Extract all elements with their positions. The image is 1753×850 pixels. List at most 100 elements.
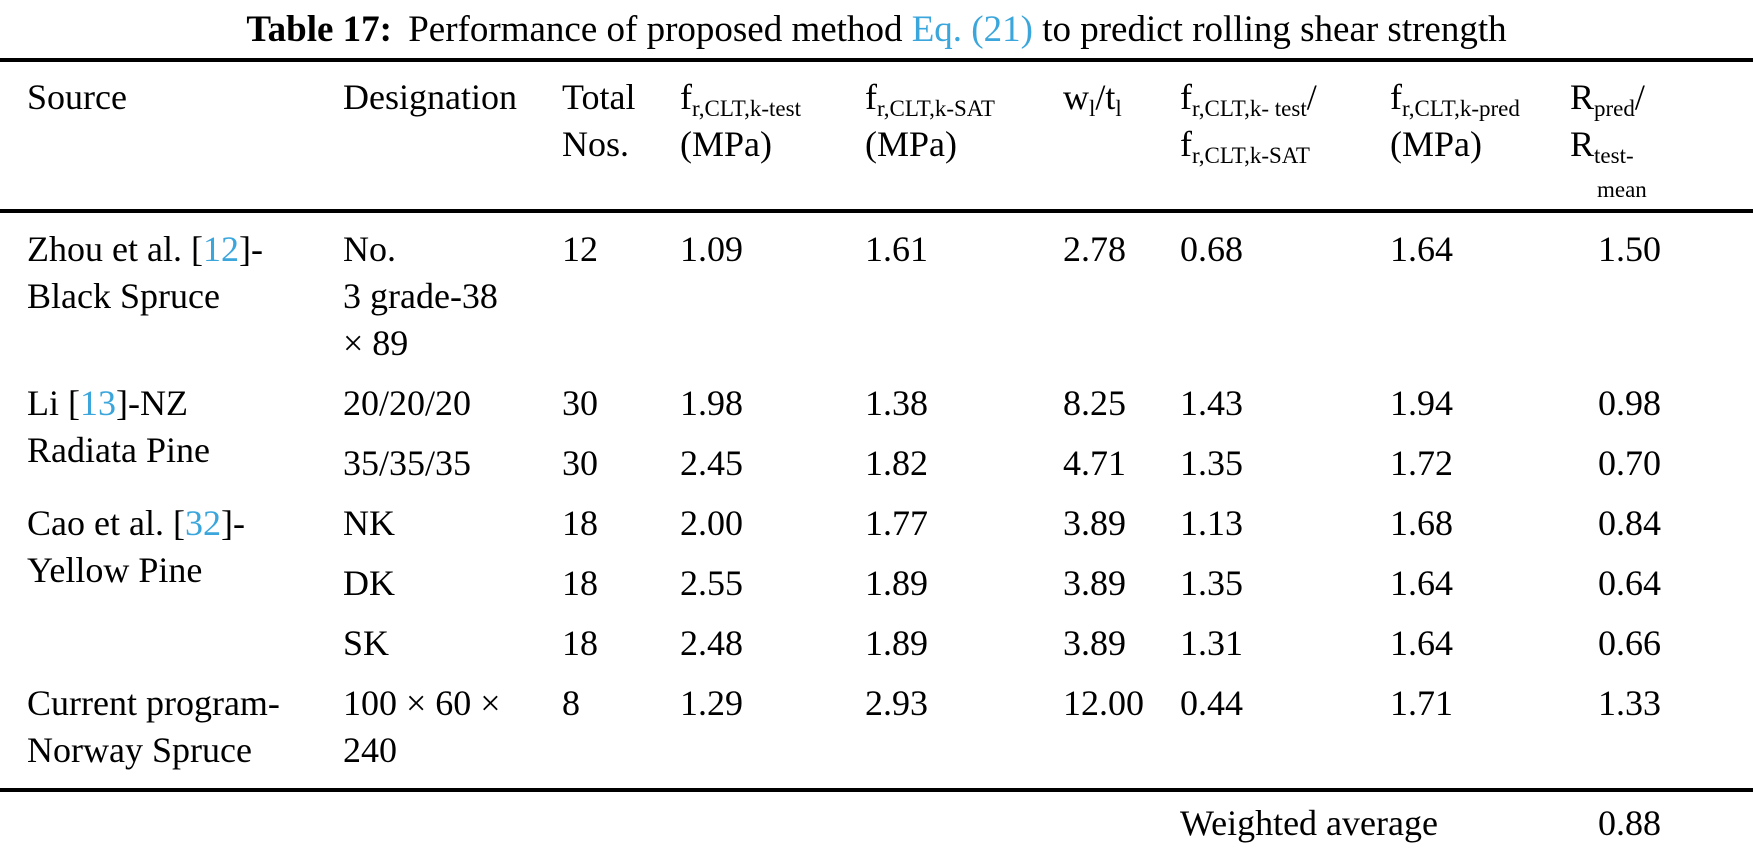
cell-f-sat: 1.61	[865, 229, 928, 269]
cell-designation: 20/20/20	[343, 383, 472, 423]
header-text: Designation	[343, 77, 517, 117]
cell-f-test: 1.09	[680, 229, 743, 269]
cell-f-pred: 1.64	[1390, 563, 1453, 603]
col-header-f-sat: fr,CLT,k-SAT (MPa)	[865, 60, 1063, 213]
source-text: ]- Yellow Pine	[27, 503, 245, 590]
cell-f-pred: 1.64	[1390, 623, 1453, 663]
header-symbol: / f	[1180, 77, 1317, 164]
cell-f-test: 2.00	[680, 503, 743, 543]
cell-r-ratio: 0.84	[1598, 503, 1661, 543]
cell-designation: No. 3 grade-38 × 89	[343, 229, 498, 363]
equation-link[interactable]: Eq. (21)	[911, 9, 1033, 50]
cell-total-nos: 12	[562, 229, 598, 269]
header-symbol: w	[1063, 77, 1089, 117]
cell-designation: 100 × 60 × 240	[343, 683, 501, 770]
header-subscript: l	[1115, 96, 1122, 121]
cell-ratio: 1.31	[1180, 623, 1243, 663]
table-row: 35/35/35 30 2.45 1.82 4.71 1.35 1.72 0.7…	[0, 427, 1753, 487]
header-symbol: f	[680, 77, 692, 117]
cell-total-nos: 18	[562, 503, 598, 543]
col-header-total-nos: Total Nos.	[562, 60, 680, 213]
header-unit: (MPa)	[865, 124, 957, 164]
header-symbol: f	[1180, 77, 1192, 117]
cell-ratio: 1.43	[1180, 383, 1243, 423]
cell-source: Current program- Norway Spruce	[0, 667, 343, 790]
cell-w-t: 4.71	[1063, 443, 1126, 483]
citation-link[interactable]: 32	[184, 503, 221, 543]
table-row: DK 18 2.55 1.89 3.89 1.35 1.64 0.64	[0, 547, 1753, 607]
header-symbol: f	[865, 77, 877, 117]
header-subscript: pred	[1594, 96, 1635, 121]
header-unit: (MPa)	[680, 124, 772, 164]
cell-ratio: 0.68	[1180, 229, 1243, 269]
header-symbol: f	[1390, 77, 1402, 117]
cell-r-ratio: 0.64	[1598, 563, 1661, 603]
cell-f-pred: 1.71	[1390, 683, 1453, 723]
cell-ratio: 1.35	[1180, 563, 1243, 603]
cell-w-t: 8.25	[1063, 383, 1126, 423]
footer-value: 0.88	[1570, 788, 1753, 850]
cell-w-t: 2.78	[1063, 229, 1126, 269]
cell-ratio: 1.35	[1180, 443, 1243, 483]
cell-r-ratio: 0.98	[1598, 383, 1661, 423]
col-header-source: Source	[0, 60, 343, 213]
cell-r-ratio: 0.70	[1598, 443, 1661, 483]
cell-source: Cao et al. [32]- Yellow Pine	[0, 487, 343, 667]
citation-link[interactable]: 12	[202, 229, 239, 269]
cell-designation: DK	[343, 563, 395, 603]
cell-f-sat: 2.93	[865, 683, 928, 723]
cell-source: Li [13]-NZ Radiata Pine	[0, 367, 343, 487]
cell-f-sat: 1.89	[865, 563, 928, 603]
cell-r-ratio: 1.33	[1598, 683, 1661, 723]
cell-r-ratio: 1.50	[1598, 229, 1661, 269]
cell-f-test: 1.98	[680, 383, 743, 423]
footer-label: Weighted average	[1180, 788, 1570, 850]
col-header-w-t-ratio: wl/tl	[1063, 60, 1180, 213]
cell-total-nos: 18	[562, 563, 598, 603]
cell-f-pred: 1.64	[1390, 229, 1453, 269]
cell-f-sat: 1.89	[865, 623, 928, 663]
source-text: Cao et al. [	[27, 503, 185, 543]
cell-f-sat: 1.82	[865, 443, 928, 483]
cell-total-nos: 18	[562, 623, 598, 663]
header-symbol: / R	[1570, 77, 1645, 164]
cell-f-test: 1.29	[680, 683, 743, 723]
cell-ratio: 1.13	[1180, 503, 1243, 543]
cell-w-t: 12.00	[1063, 683, 1144, 723]
cell-f-test: 2.48	[680, 623, 743, 663]
footer-spacer	[0, 788, 1180, 850]
citation-link[interactable]: 13	[79, 383, 116, 423]
source-text: Li [	[27, 383, 80, 423]
caption-text-after: to predict rolling shear strength	[1032, 9, 1507, 50]
cell-w-t: 3.89	[1063, 623, 1126, 663]
table-row: Zhou et al. [12]- Black Spruce No. 3 gra…	[0, 211, 1753, 367]
cell-f-sat: 1.38	[865, 383, 928, 423]
source-text: ]-NZ Radiata Pine	[27, 383, 210, 470]
source-text: ]- Black Spruce	[27, 229, 263, 316]
header-subscript: r,CLT,k-SAT	[1192, 143, 1310, 168]
header-subscript: mean	[1597, 177, 1647, 202]
cell-designation: NK	[343, 503, 395, 543]
cell-total-nos: 30	[562, 383, 598, 423]
table-row: SK 18 2.48 1.89 3.89 1.31 1.64 0.66	[0, 607, 1753, 667]
header-subscript: l	[1089, 96, 1096, 121]
header-subscript: r,CLT,k-pred	[1402, 96, 1520, 121]
col-header-strength-ratio: fr,CLT,k- test/ fr,CLT,k-SAT	[1180, 60, 1390, 213]
source-text: Zhou et al. [	[27, 229, 203, 269]
header-subscript: r,CLT,k- test	[1192, 96, 1307, 121]
cell-w-t: 3.89	[1063, 563, 1126, 603]
footer-row: Weighted average 0.88	[0, 788, 1753, 850]
performance-table: Source Designation Total Nos. fr,CLT,k-t…	[0, 58, 1753, 850]
cell-designation: 35/35/35	[343, 443, 472, 483]
caption-text-before: Performance of proposed method	[398, 9, 912, 50]
cell-ratio: 0.44	[1180, 683, 1243, 723]
header-subscript: r,CLT,k-test	[692, 96, 801, 121]
cell-total-nos: 30	[562, 443, 598, 483]
header-subscript: test-	[1594, 143, 1634, 168]
cell-f-pred: 1.94	[1390, 383, 1453, 423]
cell-total-nos: 8	[562, 683, 580, 723]
cell-r-ratio: 0.66	[1598, 623, 1661, 663]
cell-f-sat: 1.77	[865, 503, 928, 543]
table-row: Current program- Norway Spruce 100 × 60 …	[0, 667, 1753, 790]
